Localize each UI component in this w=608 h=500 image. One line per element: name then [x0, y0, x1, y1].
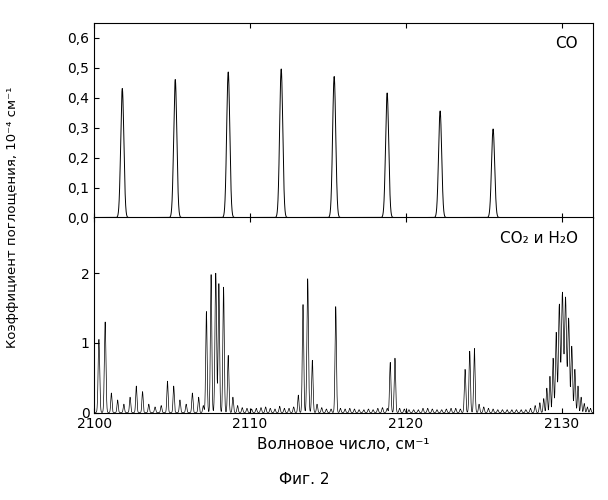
Text: CO₂ и H₂O: CO₂ и H₂O: [500, 231, 578, 246]
Text: Коэффициент поглощения, 10⁻⁴ см⁻¹: Коэффициент поглощения, 10⁻⁴ см⁻¹: [5, 87, 19, 348]
Text: CO: CO: [555, 36, 578, 51]
X-axis label: Волновое число, см⁻¹: Волновое число, см⁻¹: [257, 437, 430, 452]
Text: Фиг. 2: Фиг. 2: [278, 472, 330, 488]
